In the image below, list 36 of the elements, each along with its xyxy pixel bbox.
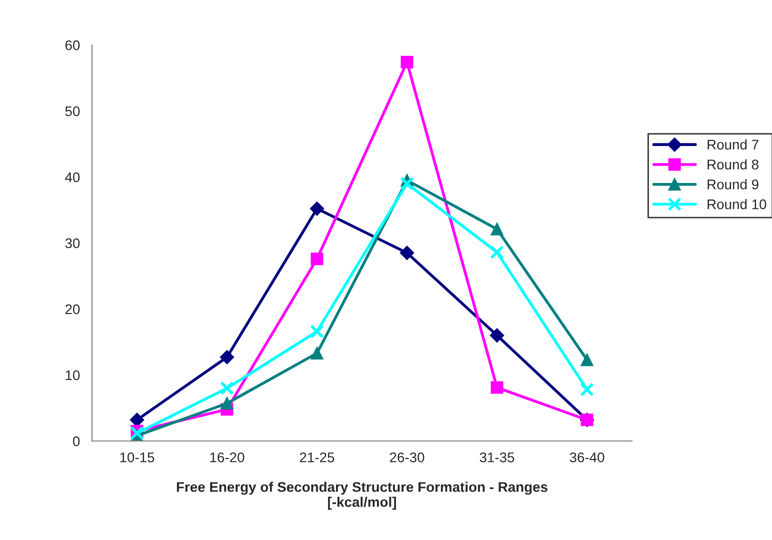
point <box>490 381 504 394</box>
x-tick-label: 31-35 <box>480 452 514 462</box>
legend-label: Round 7 <box>708 139 758 150</box>
point <box>310 252 324 266</box>
legend-label: Round 8 <box>708 159 758 170</box>
x-tick-label: 21-25 <box>300 452 334 462</box>
x-axis-title: Free Energy of Secondary Structure Formation - Ranges [-kcal/mol] <box>176 482 548 510</box>
point <box>490 328 504 342</box>
y-tick-label: 20 <box>65 304 80 314</box>
point <box>580 382 594 396</box>
point <box>310 346 324 360</box>
x-tick-label: 10-15 <box>120 452 154 462</box>
y-tick-label: 30 <box>65 238 80 248</box>
point <box>490 245 504 260</box>
y-tick-label: 40 <box>65 172 80 182</box>
y-tick-label: 0 <box>73 436 80 446</box>
point <box>310 202 324 216</box>
x-tick-label: 26-30 <box>390 452 424 462</box>
point <box>130 426 144 440</box>
point <box>400 56 414 68</box>
legend-label: Round 9 <box>708 179 758 190</box>
point <box>400 176 414 191</box>
point <box>310 324 324 338</box>
point <box>220 350 234 364</box>
x-tick-label: 36-40 <box>570 452 604 462</box>
point <box>490 222 504 236</box>
point <box>220 397 234 410</box>
y-tick-label: 50 <box>65 106 80 116</box>
point <box>220 381 234 396</box>
point <box>580 354 594 366</box>
point <box>130 412 144 427</box>
point <box>400 246 414 260</box>
x-tick-label: 16-20 <box>210 452 244 462</box>
y-tick-label: 10 <box>66 370 80 380</box>
legend-label: Round 10 <box>708 199 766 210</box>
y-tick-label: 60 <box>65 40 80 50</box>
